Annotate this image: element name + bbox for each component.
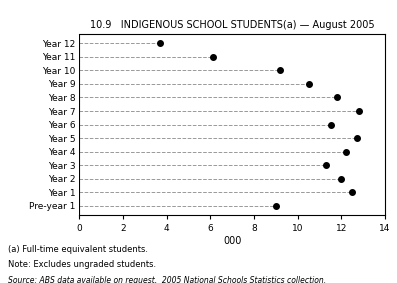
- Text: (a) Full-time equivalent students.: (a) Full-time equivalent students.: [8, 245, 148, 254]
- X-axis label: 000: 000: [223, 236, 241, 246]
- Text: Note: Excludes ungraded students.: Note: Excludes ungraded students.: [8, 260, 156, 269]
- Title: 10.9   INDIGENOUS SCHOOL STUDENTS(a) — August 2005: 10.9 INDIGENOUS SCHOOL STUDENTS(a) — Aug…: [90, 20, 374, 30]
- Text: Source: ABS data available on request,  2005 National Schools Statistics collect: Source: ABS data available on request, 2…: [8, 276, 326, 283]
